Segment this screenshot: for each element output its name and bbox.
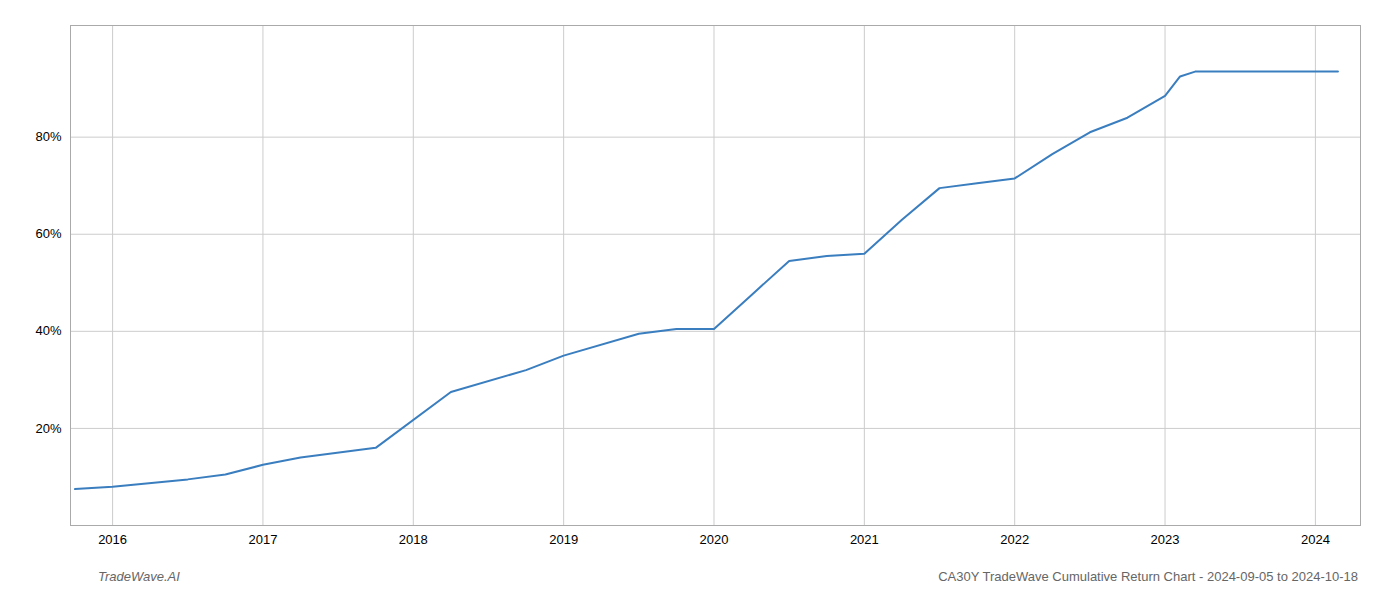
svg-text:2021: 2021 xyxy=(850,532,879,547)
svg-text:2018: 2018 xyxy=(399,532,428,547)
html-text:CA30Y TradeWave Cumulative Ret: CA30Y TradeWave Cumulative Return Chart … xyxy=(938,569,1358,584)
svg-text:40%: 40% xyxy=(35,323,61,338)
html-text:TradeWave.AI: TradeWave.AI xyxy=(98,569,180,584)
svg-text:20%: 20% xyxy=(35,421,61,436)
svg-text:2020: 2020 xyxy=(700,532,729,547)
svg-text:2016: 2016 xyxy=(98,532,127,547)
svg-text:2024: 2024 xyxy=(1301,532,1330,547)
svg-text:80%: 80% xyxy=(35,129,61,144)
svg-text:2023: 2023 xyxy=(1151,532,1180,547)
svg-text:2017: 2017 xyxy=(248,532,277,547)
svg-text:2019: 2019 xyxy=(549,532,578,547)
svg-text:2022: 2022 xyxy=(1000,532,1029,547)
svg-text:60%: 60% xyxy=(35,226,61,241)
